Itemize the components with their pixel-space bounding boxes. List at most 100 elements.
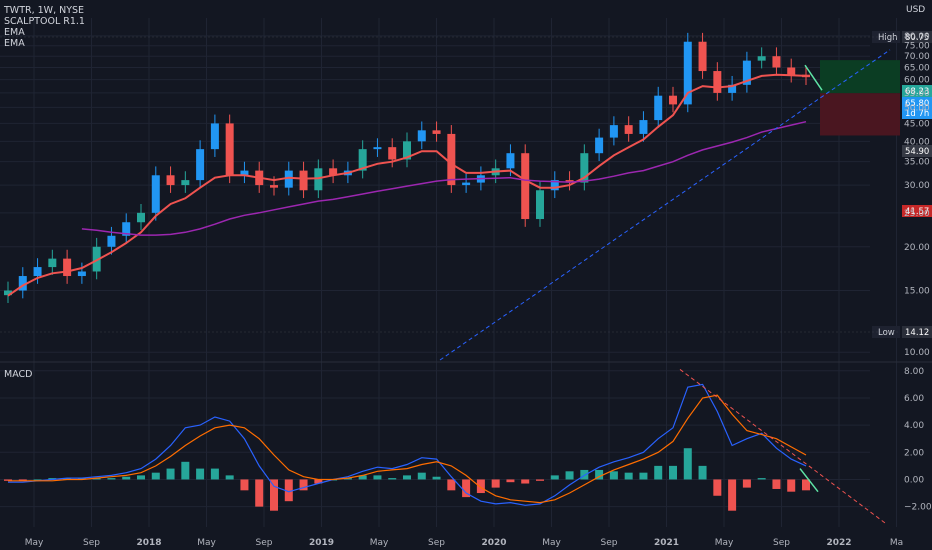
time-tick-label-0: May bbox=[25, 538, 44, 548]
macd-bar-19 bbox=[284, 479, 293, 502]
price-axis: 10.00 15.00 20.00 25.00 30.00 35.00 40.00 45.00… bbox=[904, 32, 932, 513]
candle-body-21 bbox=[314, 168, 323, 191]
currency-label: USD bbox=[906, 5, 926, 15]
macd-tick-label-3: 4.00 bbox=[904, 421, 924, 431]
time-tick-label-4: Sep bbox=[256, 538, 273, 548]
macd-bar-34 bbox=[506, 479, 515, 483]
macd-legend: MACD bbox=[4, 369, 32, 380]
macd-bar-44 bbox=[654, 465, 663, 480]
macd-series bbox=[4, 383, 810, 511]
candle-body-26 bbox=[388, 147, 397, 160]
candle-body-48 bbox=[713, 71, 722, 93]
candle-body-24 bbox=[358, 149, 367, 171]
macd-bar-54 bbox=[802, 479, 810, 491]
price-label-value-4: 54.90 bbox=[905, 147, 929, 157]
macd-bar-5 bbox=[77, 478, 86, 480]
macd-bar-13 bbox=[196, 468, 205, 480]
price-label-box-5 bbox=[902, 205, 932, 217]
symbol-title[interactable]: TWTR, 1W, NYSE bbox=[4, 5, 85, 16]
price-tick-label-7: 45.00 bbox=[904, 119, 930, 129]
candle-body-6 bbox=[92, 246, 101, 272]
macd-bar-42 bbox=[624, 472, 633, 480]
candle-body-28 bbox=[417, 130, 426, 142]
candle-body-54 bbox=[802, 74, 810, 78]
candle-body-41 bbox=[609, 125, 618, 138]
price-label-box-3 bbox=[902, 107, 932, 119]
time-tick-label-6: May bbox=[370, 538, 389, 548]
candle-body-13 bbox=[196, 149, 205, 181]
candle-body-11 bbox=[166, 175, 175, 186]
macd-bar-37 bbox=[550, 475, 559, 480]
macd-bar-46 bbox=[683, 448, 692, 480]
macd-bar-15 bbox=[225, 475, 234, 480]
time-tick-label-2: 2018 bbox=[136, 538, 161, 548]
macd-bar-6 bbox=[92, 478, 101, 480]
candle-body-1 bbox=[18, 276, 27, 291]
price-label-value-3: 1d 7h bbox=[905, 109, 929, 119]
macd-arrow bbox=[799, 468, 819, 493]
macd-bar-25 bbox=[373, 475, 382, 480]
price-label-box-6 bbox=[902, 326, 932, 338]
macd-bar-7 bbox=[107, 478, 116, 480]
macd-bar-0 bbox=[4, 479, 12, 481]
time-tick-label-10: Sep bbox=[601, 538, 618, 548]
candle-body-43 bbox=[639, 120, 648, 134]
indicator-ema-1[interactable]: EMA bbox=[4, 27, 25, 38]
profit-zone bbox=[820, 60, 900, 94]
legend-overlay: TWTR, 1W, NYSE SCALPTOOL R1.1 EMA EMA bbox=[4, 5, 85, 49]
macd-bar-31 bbox=[462, 479, 471, 498]
candle-body-53 bbox=[787, 67, 796, 75]
price-label-value-6: 14.12 bbox=[905, 328, 929, 338]
macd-bar-49 bbox=[728, 479, 737, 511]
candle-body-52 bbox=[772, 56, 781, 68]
indicator-scalptool[interactable]: SCALPTOOL R1.1 bbox=[4, 16, 85, 27]
price-tick-label-10: 60.00 bbox=[904, 76, 930, 86]
candle-body-34 bbox=[506, 153, 515, 169]
candle-body-18 bbox=[270, 185, 278, 188]
macd-bar-35 bbox=[521, 479, 530, 484]
down-arrow bbox=[804, 64, 823, 91]
candle-body-8 bbox=[122, 222, 131, 236]
candle-body-39 bbox=[580, 153, 589, 183]
macd-bar-47 bbox=[698, 465, 707, 480]
time-tick-label-1: Sep bbox=[83, 538, 100, 548]
candle-body-44 bbox=[654, 95, 663, 121]
candle-body-4 bbox=[63, 258, 72, 277]
candle-body-22 bbox=[329, 168, 338, 176]
time-tick-label-15: Ma bbox=[890, 538, 903, 548]
macd-bar-26 bbox=[388, 478, 397, 480]
macd-tick-label-2: 2.00 bbox=[904, 448, 924, 458]
price-flag-text-0: High bbox=[878, 33, 898, 43]
macd-tick-label-1: 0.00 bbox=[904, 475, 924, 485]
macd-bar-53 bbox=[787, 479, 796, 492]
macd-bar-14 bbox=[210, 468, 219, 480]
price-tick-label-8: 50.00 bbox=[904, 103, 930, 113]
macd-bar-38 bbox=[565, 471, 574, 480]
macd-bar-33 bbox=[491, 479, 500, 488]
macd-tick-label-5: 8.00 bbox=[904, 367, 924, 377]
candle-body-29 bbox=[432, 130, 441, 134]
candle-body-10 bbox=[151, 175, 160, 213]
time-axis: May Sep 2018 May Sep 2019 May Sep 2020 May Sep 2021… bbox=[25, 538, 903, 548]
indicator-lines bbox=[7, 73, 807, 297]
candle-body-16 bbox=[240, 170, 249, 176]
macd-bar-21 bbox=[314, 479, 323, 484]
candle-body-19 bbox=[284, 170, 293, 188]
position-zones bbox=[820, 60, 900, 136]
macd-tick-label-0: −2.00 bbox=[904, 503, 932, 513]
macd-label[interactable]: MACD bbox=[4, 369, 33, 380]
macd-bar-45 bbox=[669, 465, 677, 480]
price-tick-label-6: 40.00 bbox=[904, 137, 930, 147]
candlestick-series bbox=[4, 32, 810, 303]
candle-body-20 bbox=[299, 170, 308, 191]
price-label-box-2 bbox=[902, 97, 932, 109]
macd-bar-1 bbox=[18, 479, 27, 481]
price-tick-label-3: 25.00 bbox=[904, 209, 930, 219]
candle-body-7 bbox=[107, 235, 116, 247]
candle-body-2 bbox=[33, 267, 42, 277]
macd-bar-43 bbox=[639, 472, 648, 480]
macd-bar-12 bbox=[181, 461, 190, 480]
indicator-ema-2[interactable]: EMA bbox=[4, 38, 25, 49]
price-tick-label-13: 75.00 bbox=[904, 42, 930, 52]
